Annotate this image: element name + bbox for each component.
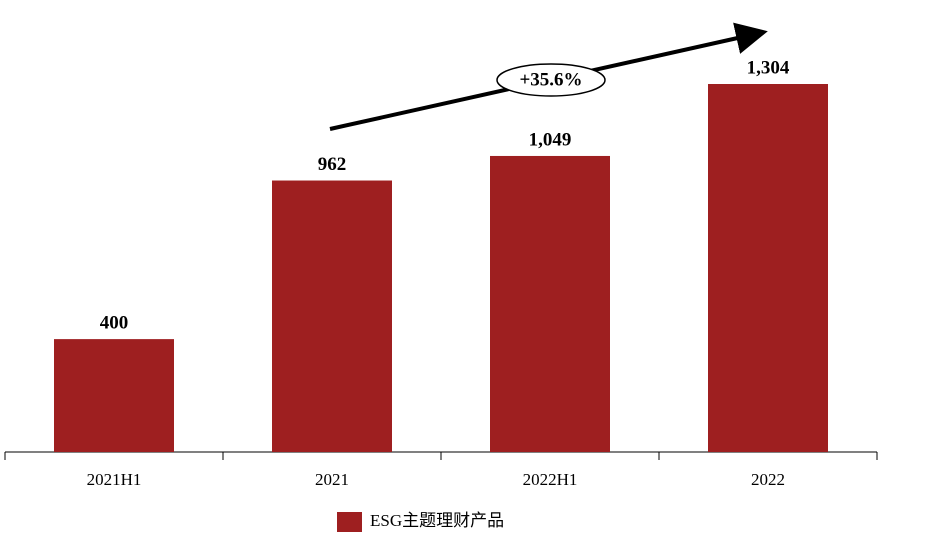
bar xyxy=(708,84,828,452)
annotation: +35.6% xyxy=(519,69,582,90)
value-label: 1,304 xyxy=(747,57,790,78)
x-tick-label: 2022H1 xyxy=(523,470,578,489)
value-label: 962 xyxy=(318,154,347,175)
value-label: 1,049 xyxy=(529,129,572,150)
x-tick-label: 2021H1 xyxy=(87,470,142,489)
x-tick-label: 2022 xyxy=(751,470,785,489)
bar xyxy=(54,339,174,452)
annotation-ellipse xyxy=(496,63,606,97)
bar xyxy=(272,180,392,453)
bar xyxy=(490,155,610,452)
legend-label: ESG主题理财产品 xyxy=(370,511,504,530)
legend-swatch xyxy=(337,512,362,532)
x-tick-label: 2021 xyxy=(315,470,349,489)
value-label: 400 xyxy=(100,312,129,333)
